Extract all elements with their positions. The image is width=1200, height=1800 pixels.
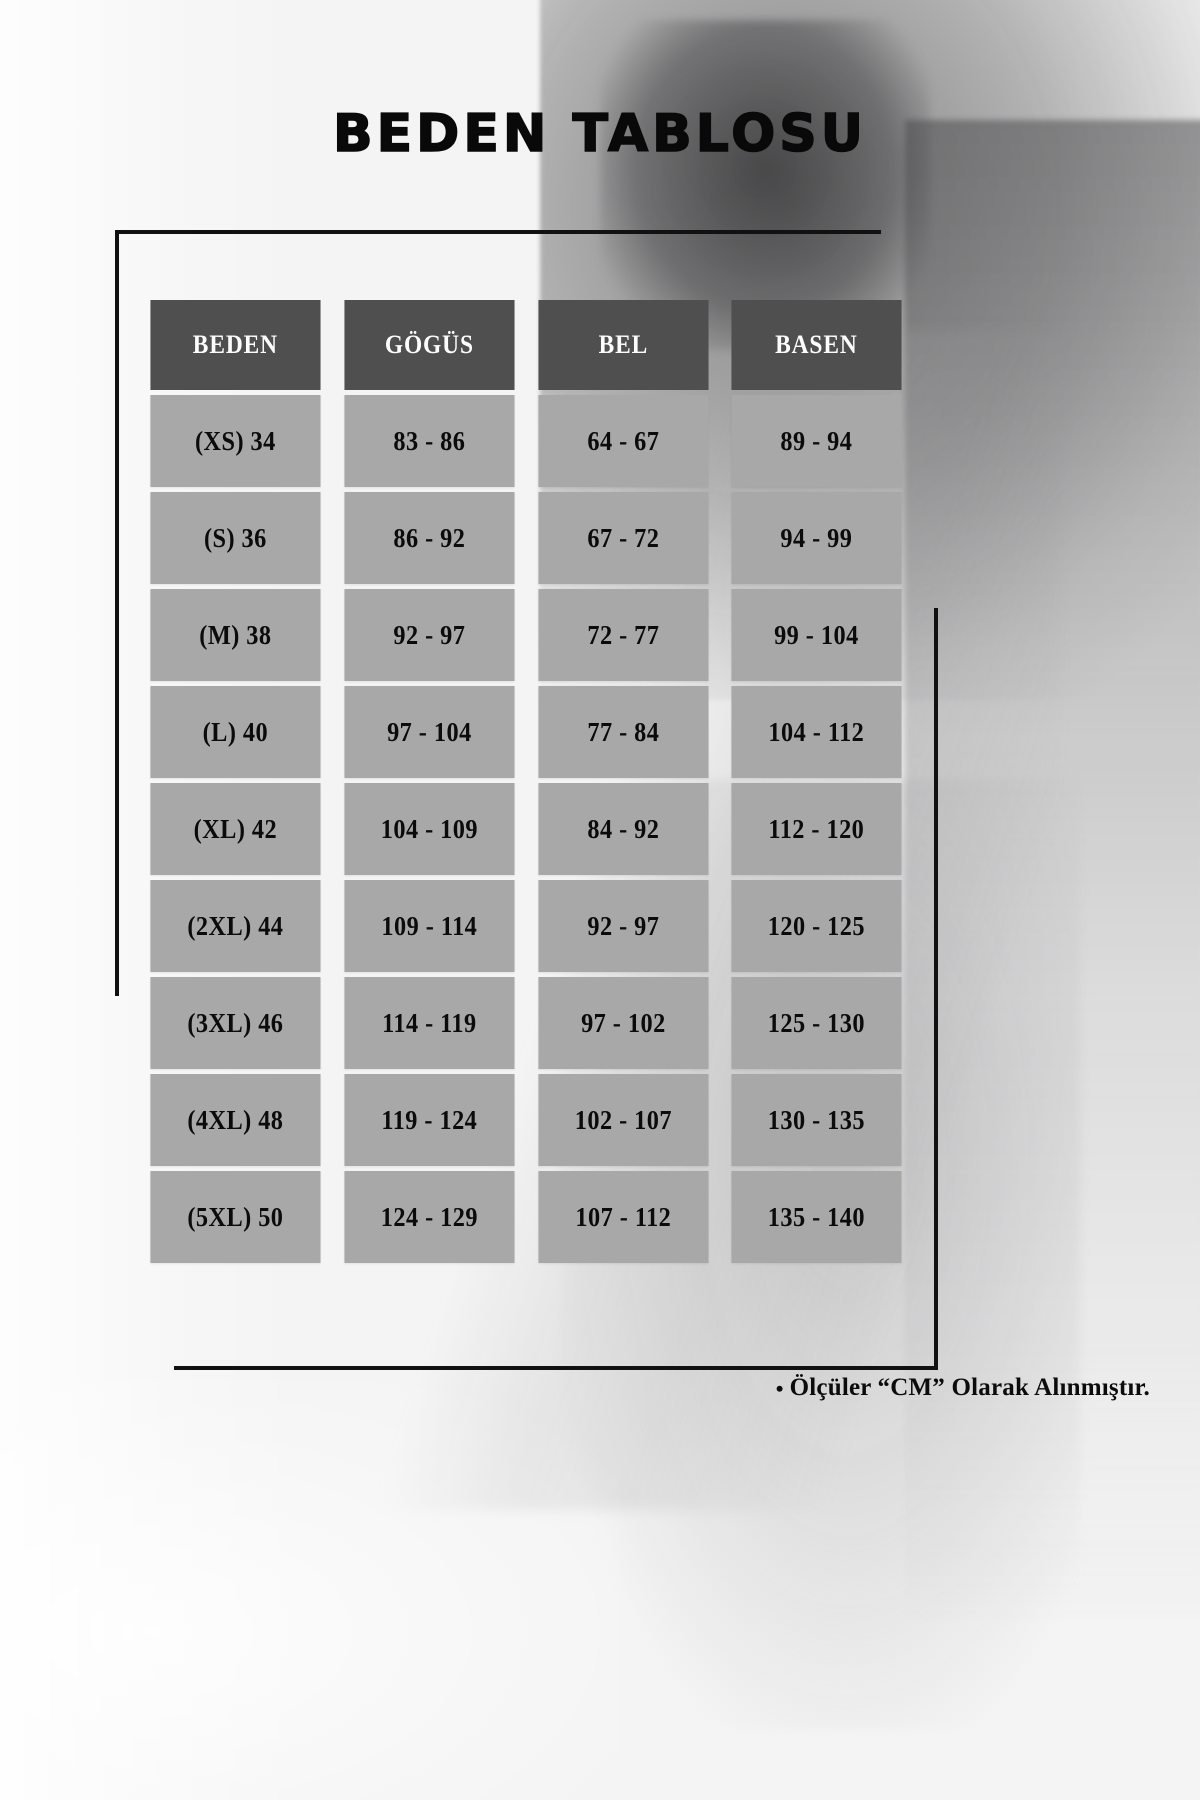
bullet-icon: • <box>775 1376 784 1402</box>
bracket-right-line <box>934 608 938 1370</box>
cell-size: (XS) 34 <box>150 395 321 487</box>
table-row: (L) 40 97 - 104 77 - 84 104 - 112 <box>141 686 911 778</box>
cell-waist: 92 - 97 <box>537 880 708 972</box>
cell-size: (S) 36 <box>150 492 321 584</box>
cell-chest: 92 - 97 <box>344 589 515 681</box>
bracket-bottom-line <box>174 1366 938 1370</box>
cell-hip: 99 - 104 <box>731 589 902 681</box>
page-title: BEDEN TABLOSU <box>332 103 867 165</box>
table-row: (2XL) 44 109 - 114 92 - 97 120 - 125 <box>141 880 911 972</box>
measurement-unit-note: • Ölçüler “CM” Olarak Alınmıştır. <box>0 1374 1150 1402</box>
cell-waist: 107 - 112 <box>537 1171 708 1263</box>
cell-hip: 94 - 99 <box>731 492 902 584</box>
cell-hip: 89 - 94 <box>731 395 902 487</box>
cell-chest: 124 - 129 <box>344 1171 515 1263</box>
table-row: (4XL) 48 119 - 124 102 - 107 130 - 135 <box>141 1074 911 1166</box>
table-row: (5XL) 50 124 - 129 107 - 112 135 - 140 <box>141 1171 911 1263</box>
table-row: (3XL) 46 114 - 119 97 - 102 125 - 130 <box>141 977 911 1069</box>
cell-hip: 120 - 125 <box>731 880 902 972</box>
cell-size: (XL) 42 <box>150 783 321 875</box>
note-text: Ölçüler “CM” Olarak Alınmıştır. <box>789 1374 1150 1401</box>
table-row: (XS) 34 83 - 86 64 - 67 89 - 94 <box>141 395 911 487</box>
table-header-row: BEDEN GÖGÜS BEL BASEN <box>141 300 911 390</box>
bracket-top-line <box>115 230 881 234</box>
cell-size: (3XL) 46 <box>150 977 321 1069</box>
cell-hip: 135 - 140 <box>731 1171 902 1263</box>
cell-chest: 86 - 92 <box>344 492 515 584</box>
column-header-beden: BEDEN <box>150 300 321 390</box>
cell-size: (L) 40 <box>150 686 321 778</box>
cell-waist: 67 - 72 <box>537 492 708 584</box>
cell-hip: 130 - 135 <box>731 1074 902 1166</box>
table-row: (S) 36 86 - 92 67 - 72 94 - 99 <box>141 492 911 584</box>
cell-size: (4XL) 48 <box>150 1074 321 1166</box>
cell-hip: 125 - 130 <box>731 977 902 1069</box>
cell-waist: 102 - 107 <box>537 1074 708 1166</box>
bracket-left-line <box>115 230 119 996</box>
cell-hip: 112 - 120 <box>731 783 902 875</box>
cell-size: (5XL) 50 <box>150 1171 321 1263</box>
cell-waist: 97 - 102 <box>537 977 708 1069</box>
cell-chest: 114 - 119 <box>344 977 515 1069</box>
cell-chest: 104 - 109 <box>344 783 515 875</box>
cell-waist: 84 - 92 <box>537 783 708 875</box>
background-bottom-light <box>0 1380 620 1800</box>
cell-size: (M) 38 <box>150 589 321 681</box>
column-header-gogus: GÖGÜS <box>344 300 515 390</box>
cell-hip: 104 - 112 <box>731 686 902 778</box>
column-header-basen: BASEN <box>731 300 902 390</box>
cell-chest: 109 - 114 <box>344 880 515 972</box>
table-row: (XL) 42 104 - 109 84 - 92 112 - 120 <box>141 783 911 875</box>
cell-waist: 77 - 84 <box>537 686 708 778</box>
cell-chest: 97 - 104 <box>344 686 515 778</box>
cell-size: (2XL) 44 <box>150 880 321 972</box>
size-table: BEDEN GÖGÜS BEL BASEN (XS) 34 83 - 86 64… <box>141 300 911 1263</box>
column-header-bel: BEL <box>537 300 708 390</box>
cell-chest: 119 - 124 <box>344 1074 515 1166</box>
cell-waist: 72 - 77 <box>537 589 708 681</box>
cell-chest: 83 - 86 <box>344 395 515 487</box>
cell-waist: 64 - 67 <box>537 395 708 487</box>
table-row: (M) 38 92 - 97 72 - 77 99 - 104 <box>141 589 911 681</box>
